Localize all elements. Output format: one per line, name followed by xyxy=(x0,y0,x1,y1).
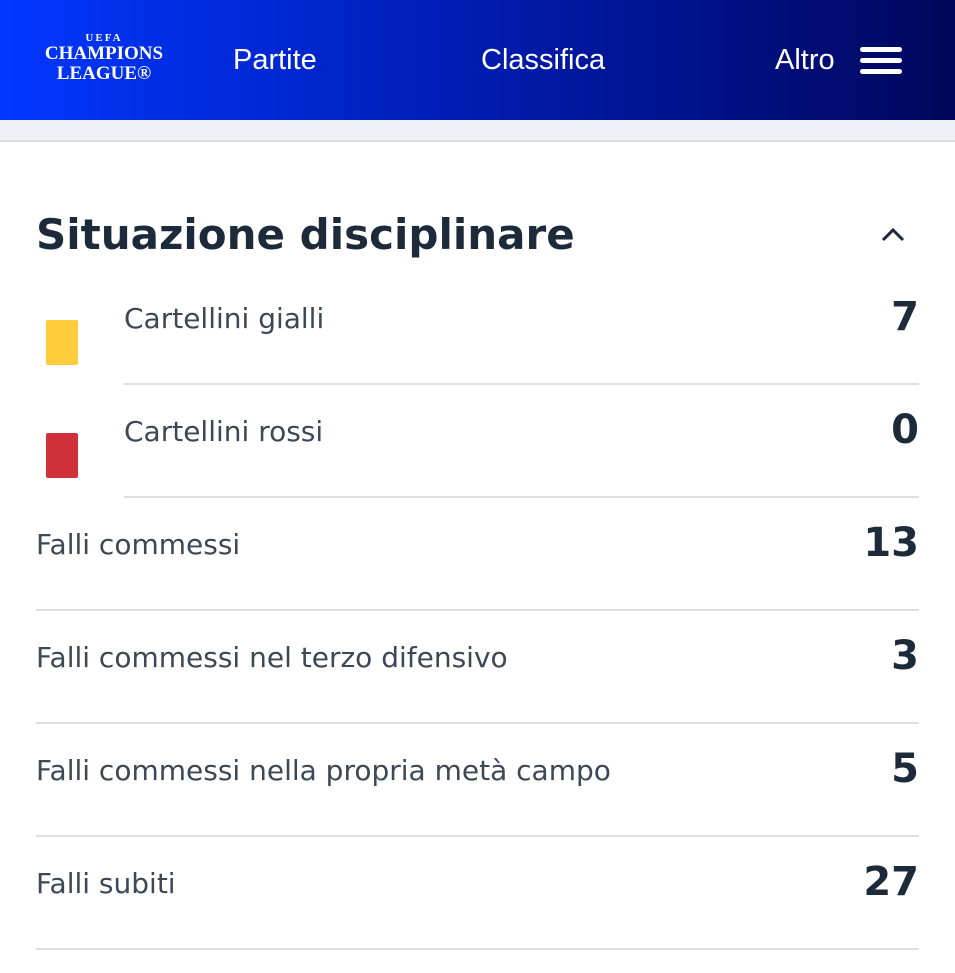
stat-row-fouls-defensive-third: Falli commessi nel terzo difensivo 3 xyxy=(36,611,919,724)
stat-label: Falli commessi xyxy=(36,528,241,561)
nav-partite[interactable]: Partite xyxy=(233,44,317,76)
stat-value: 3 xyxy=(891,633,919,679)
champions-league-logo[interactable]: UEFA CHAMPIONS LEAGUE® xyxy=(34,32,174,84)
stat-row-fouls-suffered: Falli subiti 27 xyxy=(36,837,919,950)
hamburger-menu-icon[interactable] xyxy=(860,47,902,75)
section-title: Situazione disciplinare xyxy=(36,210,575,259)
chevron-up-icon[interactable] xyxy=(880,222,906,248)
logo-line2: LEAGUE® xyxy=(56,63,152,84)
nav-altro[interactable]: Altro xyxy=(775,44,835,76)
stat-value: 0 xyxy=(891,407,919,453)
yellow-card-icon xyxy=(46,320,78,365)
stat-value: 13 xyxy=(863,520,919,566)
stat-row-fouls-own-half: Falli commessi nella propria metà campo … xyxy=(36,724,919,837)
stat-row-fouls-committed: Falli commessi 13 xyxy=(36,498,919,611)
stat-label: Cartellini gialli xyxy=(124,302,325,335)
stat-label: Cartellini rossi xyxy=(124,415,324,448)
stat-value: 27 xyxy=(863,859,919,905)
stat-label: Falli commessi nella propria metà campo xyxy=(36,754,611,787)
logo-line1: CHAMPIONS xyxy=(44,43,164,64)
stat-value: 7 xyxy=(891,294,919,340)
stat-row-red-cards: Cartellini rossi 0 xyxy=(124,385,919,498)
sub-header-strip xyxy=(0,120,955,142)
stat-row-yellow-cards: Cartellini gialli 7 xyxy=(124,272,919,385)
logo-uefa: UEFA xyxy=(85,32,123,44)
nav-classifica[interactable]: Classifica xyxy=(481,44,606,76)
stat-value: 5 xyxy=(891,746,919,792)
stat-label: Falli subiti xyxy=(36,867,176,900)
stat-label: Falli commessi nel terzo difensivo xyxy=(36,641,508,674)
top-header: UEFA CHAMPIONS LEAGUE® Partite Classific… xyxy=(0,0,955,120)
red-card-icon xyxy=(46,433,78,478)
